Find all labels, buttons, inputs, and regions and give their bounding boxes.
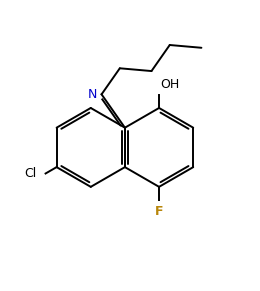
Text: OH: OH — [160, 79, 180, 91]
Text: N: N — [88, 88, 97, 101]
Text: Cl: Cl — [24, 167, 37, 180]
Text: F: F — [155, 205, 163, 218]
